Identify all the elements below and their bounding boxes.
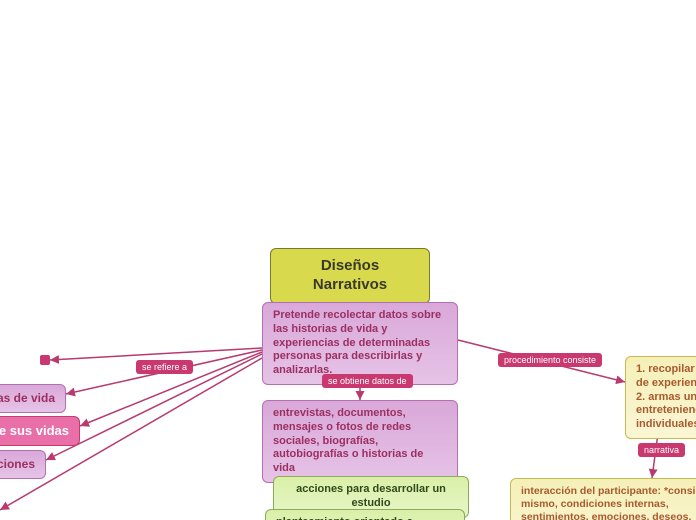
left-tiny-node [40, 355, 50, 365]
left-node-3: uaciones [0, 450, 46, 479]
label-procedimiento: procedimiento consiste [498, 353, 602, 367]
label-se-refiere: se refiere a [136, 360, 193, 374]
title-node: Diseños Narrativos [270, 248, 430, 304]
main-node: Pretende recolectar datos sobre las hist… [262, 302, 458, 385]
interaccion-node: interacción del participante: *consigo m… [510, 478, 696, 520]
label-narrativa: narrativa [638, 443, 685, 457]
left-node-2: de sus vidas [0, 416, 80, 446]
entrevistas-node: entrevistas, documentos, mensajes o foto… [262, 400, 458, 483]
label-se-obtiene: se obtiene datos de [322, 374, 413, 388]
left-node-1: rias de vida [0, 384, 66, 413]
planteamiento-node: planteamiento orientado a entender [265, 509, 465, 520]
right-steps-node: 1. recopilar h de experienci 2. armas un… [625, 356, 696, 439]
